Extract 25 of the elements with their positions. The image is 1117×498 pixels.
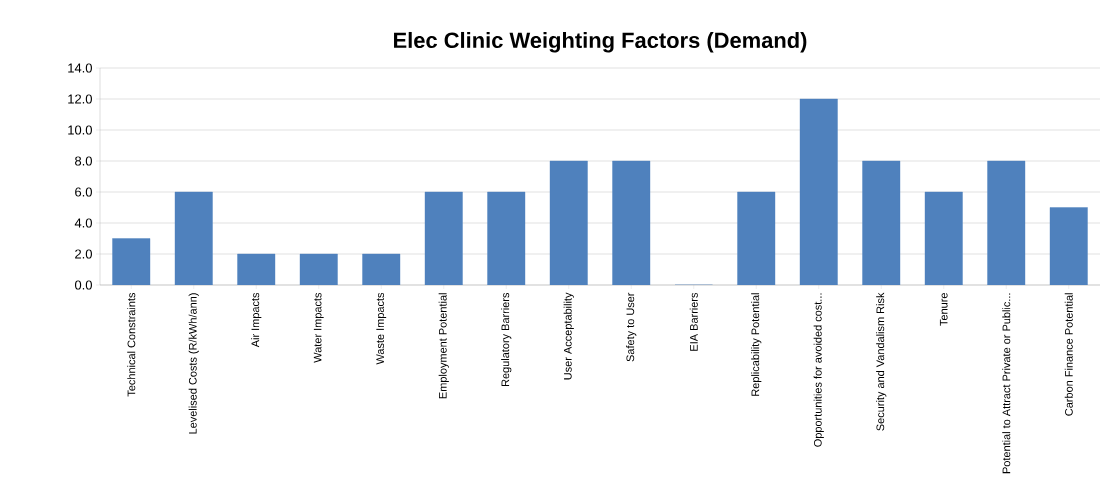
x-tick-label: Carbon Finance Potential	[1064, 293, 1073, 416]
x-tick-label: Water Impacts	[313, 292, 324, 363]
x-tick-label: Security and Vandalism Risk	[876, 292, 887, 431]
x-tick-label: Tenure	[939, 293, 948, 326]
x-tick-label: Levelised Costs (R/kWh/ann)	[188, 293, 199, 434]
x-tick-label: User Acceptability	[563, 292, 574, 380]
x-tick-label: Opportunities for avoided cost...	[813, 293, 824, 447]
x-tick-label: EIA Barriers	[689, 292, 698, 351]
x-tick-label: Potential to Attract Private or Public...	[1002, 293, 1011, 474]
y-tick-label: 0.0	[74, 280, 92, 290]
y-tick-label: 6.0	[75, 187, 92, 197]
x-tick-label: Employment Potential	[438, 293, 449, 399]
x-tick-label: Waste Impacts	[376, 292, 387, 365]
y-tick-label: 8.0	[75, 156, 92, 166]
y-tick-label: 2.0	[75, 249, 92, 259]
y-tick-label: 10.0	[68, 125, 92, 135]
y-tick-label: 12.0	[68, 94, 92, 104]
x-tick-label: Air Impacts	[251, 292, 262, 348]
x-tick-label: Regulatory Barriers	[501, 292, 512, 387]
x-tick-label: Technical Constraints	[127, 292, 136, 397]
chart-title: Elec Clinic Weighting Factors (Demand)	[394, 31, 807, 53]
x-tick-label: Replicability Potential	[751, 293, 762, 396]
y-tick-label: 4.0	[74, 218, 92, 228]
x-tick-label: Safety to User	[626, 292, 637, 362]
y-tick-label: 14.0	[68, 63, 92, 73]
